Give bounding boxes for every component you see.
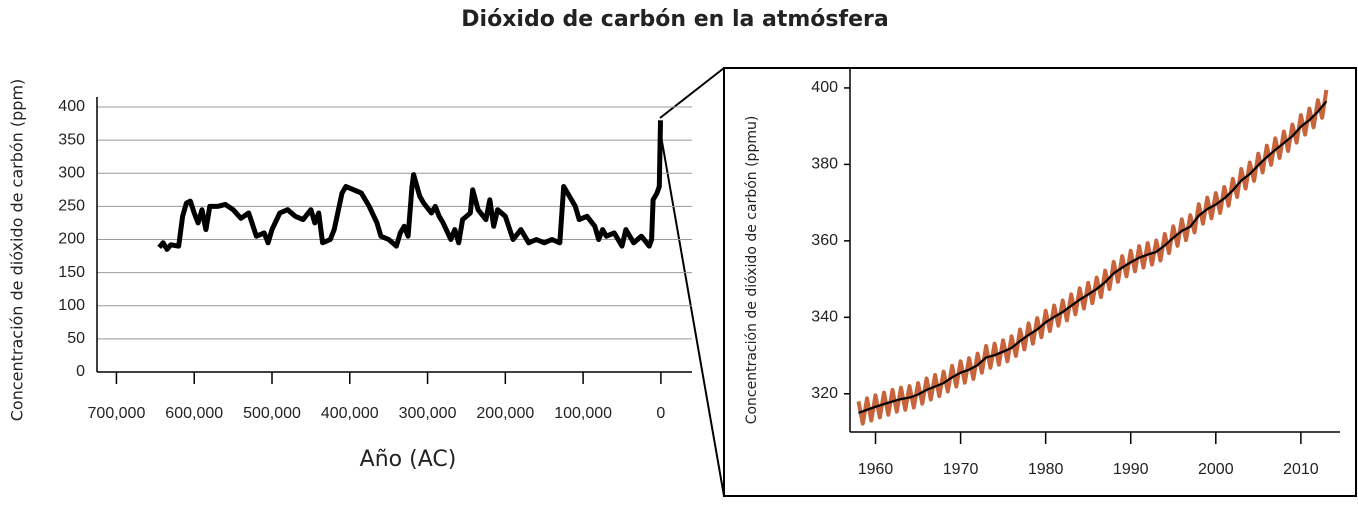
x-tick-label: 100,000 bbox=[554, 405, 612, 422]
x-tick-label: 0 bbox=[656, 405, 665, 422]
y-tick-label: 400 bbox=[811, 79, 838, 96]
y-tick-label: 360 bbox=[811, 232, 838, 249]
y-tick-label: 0 bbox=[76, 363, 85, 380]
y-tick-label: 200 bbox=[58, 231, 85, 248]
series-line bbox=[856, 89, 1329, 426]
y-tick-label: 380 bbox=[811, 156, 838, 173]
x-tick-label: 2010 bbox=[1283, 461, 1319, 478]
x-tick-label: 500,000 bbox=[243, 405, 301, 422]
y-tick-label: 50 bbox=[67, 330, 85, 347]
x-tick-label: 1960 bbox=[858, 461, 894, 478]
x-tick-label: 2000 bbox=[1198, 461, 1234, 478]
x-tick-label: 1970 bbox=[943, 461, 979, 478]
y-tick-label: 300 bbox=[58, 164, 85, 181]
x-tick-label: 300,000 bbox=[399, 405, 457, 422]
connector bbox=[659, 129, 725, 497]
y-tick-label: 350 bbox=[58, 131, 85, 148]
connector bbox=[659, 67, 725, 119]
x-tick-label: 400,000 bbox=[321, 405, 379, 422]
y-tick-label: 250 bbox=[58, 198, 85, 215]
x-tick-label: 600,000 bbox=[165, 405, 223, 422]
y-tick-label: 400 bbox=[58, 98, 85, 115]
y-tick-label: 100 bbox=[58, 297, 85, 314]
y-tick-label: 150 bbox=[58, 264, 85, 281]
chart-title: Dióxido de carbón en la atmósfera bbox=[461, 7, 888, 32]
x-tick-label: 1990 bbox=[1113, 461, 1149, 478]
y-axis-label: Concentración de dióxido de carbón (ppmu… bbox=[744, 116, 760, 425]
y-tick-label: 320 bbox=[811, 385, 838, 402]
y-axis-label: Concentración de dióxido de carbón (ppm) bbox=[8, 79, 27, 422]
y-tick-label: 340 bbox=[811, 309, 838, 326]
series-line bbox=[157, 120, 663, 252]
series-line bbox=[858, 100, 1328, 414]
x-tick-label: 200,000 bbox=[476, 405, 534, 422]
x-tick-label: 1980 bbox=[1028, 461, 1064, 478]
x-axis-label: Año (AC) bbox=[360, 447, 457, 472]
x-tick-label: 700,000 bbox=[88, 405, 146, 422]
inset-frame bbox=[723, 67, 1357, 497]
